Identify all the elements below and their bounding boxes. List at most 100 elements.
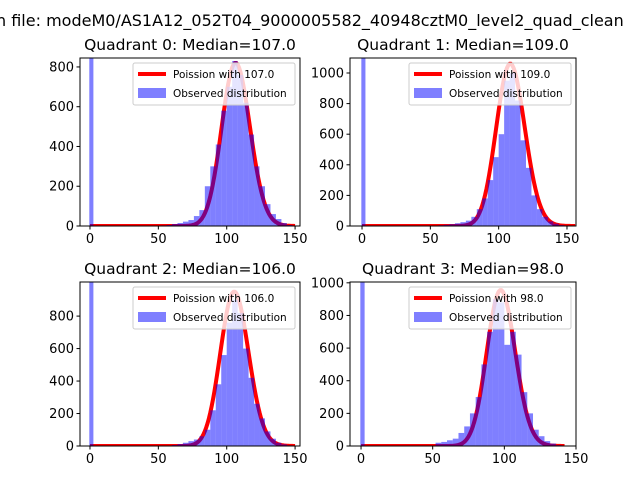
histogram-bar	[259, 418, 265, 446]
legend-bar-swatch	[138, 88, 166, 98]
histogram-bar	[215, 144, 222, 226]
axes-root: 0 50 100 150 0 200 400 600 800 Quadrant 0: Median…	[49, 36, 589, 467]
histogram-bar	[521, 392, 528, 446]
y-tick-label: 600	[319, 342, 344, 357]
legend: Poission with 107.0 Observed distribution	[132, 62, 296, 106]
histogram-bar	[193, 439, 200, 446]
legend-bar-label: Observed distribution	[173, 312, 287, 324]
legend-bar-label: Observed distribution	[173, 88, 287, 100]
y-tick-label: 200	[49, 407, 74, 422]
y-tick-label: 400	[49, 140, 74, 155]
subplot-quadrant-0: 0 50 100 150 0 200 400 600 800 Quadrant 0: Median…	[49, 36, 307, 247]
x-tick-label: 50	[422, 232, 439, 247]
legend-bar-swatch	[414, 88, 442, 98]
y-tick-label: 400	[49, 375, 74, 390]
histogram-bar	[447, 440, 453, 446]
figure-title: n file: modeM0/AS1A12_052T04_9000005582_…	[0, 11, 624, 31]
subplot-quadrant-3: 0 50 100 150 0 200 400 600 800 1000 Quadrant 3: Me…	[311, 260, 589, 467]
histogram-bar	[204, 186, 211, 226]
histogram-bar	[204, 429, 211, 446]
histogram-bar	[482, 198, 488, 226]
histogram-bar	[464, 426, 470, 446]
y-tick-label: 600	[49, 100, 74, 115]
histogram-bar	[441, 441, 448, 446]
y-tick-label: 1000	[311, 276, 344, 291]
x-tick-label: 150	[555, 232, 580, 247]
histogram-bar	[504, 80, 510, 226]
histogram-bar	[449, 224, 455, 226]
histogram-bar	[259, 186, 265, 226]
histogram-bar	[210, 410, 216, 446]
histogram-bar	[460, 222, 466, 226]
histogram-bar	[469, 413, 476, 446]
subplot-title: Quadrant 3: Median=98.0	[362, 260, 564, 278]
x-tick-label: 100	[492, 452, 517, 467]
histogram-bar	[89, 282, 94, 446]
legend: Poission with 109.0 Observed distribution	[408, 62, 572, 106]
y-tick-label: 1000	[311, 66, 344, 81]
x-tick-label: 150	[564, 452, 589, 467]
histogram-bar	[199, 436, 205, 446]
histogram-bar	[254, 166, 260, 226]
histogram-bar	[510, 331, 516, 446]
legend: Poission with 98.0 Observed distribution	[408, 286, 572, 330]
axes-frame	[349, 57, 577, 227]
plot-area	[360, 282, 568, 446]
histogram-bar	[199, 210, 205, 226]
histogram-bar	[172, 224, 178, 226]
y-tick-label: 400	[319, 374, 344, 389]
histogram-bar	[544, 441, 551, 446]
x-tick-label: 100	[214, 232, 239, 247]
histogram-bar	[275, 219, 282, 226]
histogram-bar	[243, 348, 249, 446]
histogram-bar	[504, 344, 511, 446]
histogram-bar	[531, 195, 537, 226]
y-tick-label: 0	[66, 440, 74, 455]
histogram-bar	[515, 354, 522, 446]
histogram-bar	[475, 397, 482, 446]
histogram-bar	[520, 140, 526, 226]
histogram-bar	[536, 209, 543, 226]
subplot-title: Quadrant 2: Median=106.0	[84, 260, 296, 278]
histogram-bar	[492, 299, 499, 446]
y-tick-label: 0	[336, 440, 344, 455]
axes-frame	[349, 281, 577, 447]
y-tick-label: 800	[49, 310, 74, 325]
histogram-bar	[193, 216, 200, 226]
x-tick-label: 150	[283, 452, 308, 467]
histogram-bar	[89, 58, 94, 226]
y-tick-label: 200	[49, 180, 74, 195]
y-tick-label: 600	[319, 128, 344, 143]
histogram-bar	[275, 442, 282, 446]
histogram-bar	[458, 432, 465, 446]
histogram-bar	[248, 134, 255, 226]
histogram-bar	[237, 312, 244, 446]
histogram-bar	[476, 209, 483, 226]
subplot-quadrant-2: 0 50 100 150 0 200 400 600 800 Quadrant 2: Median…	[49, 260, 308, 467]
legend-bar-swatch	[138, 312, 166, 322]
legend-box	[408, 286, 572, 330]
y-tick-label: 800	[319, 97, 344, 112]
histogram-bar	[493, 157, 499, 226]
histogram-bar	[281, 223, 287, 226]
x-tick-label: 50	[424, 452, 441, 467]
legend-line-label: Poission with 109.0	[449, 69, 550, 81]
plot-area	[361, 58, 576, 226]
histogram-bar	[498, 302, 505, 446]
histogram-bar	[226, 86, 233, 226]
x-tick-label: 50	[150, 452, 167, 467]
histogram-bar	[182, 442, 189, 446]
legend-box	[132, 62, 296, 106]
axes-frame	[79, 281, 301, 447]
legend-line-label: Poission with 107.0	[173, 69, 274, 81]
histogram-bar	[553, 223, 559, 226]
x-tick-label: 100	[486, 232, 511, 247]
legend-box	[132, 286, 296, 330]
legend-box	[408, 62, 572, 106]
y-tick-label: 0	[66, 220, 74, 235]
histogram-bar	[542, 216, 548, 226]
x-tick-label: 100	[214, 452, 239, 467]
histogram-bar	[498, 134, 505, 226]
x-tick-label: 0	[358, 232, 366, 247]
